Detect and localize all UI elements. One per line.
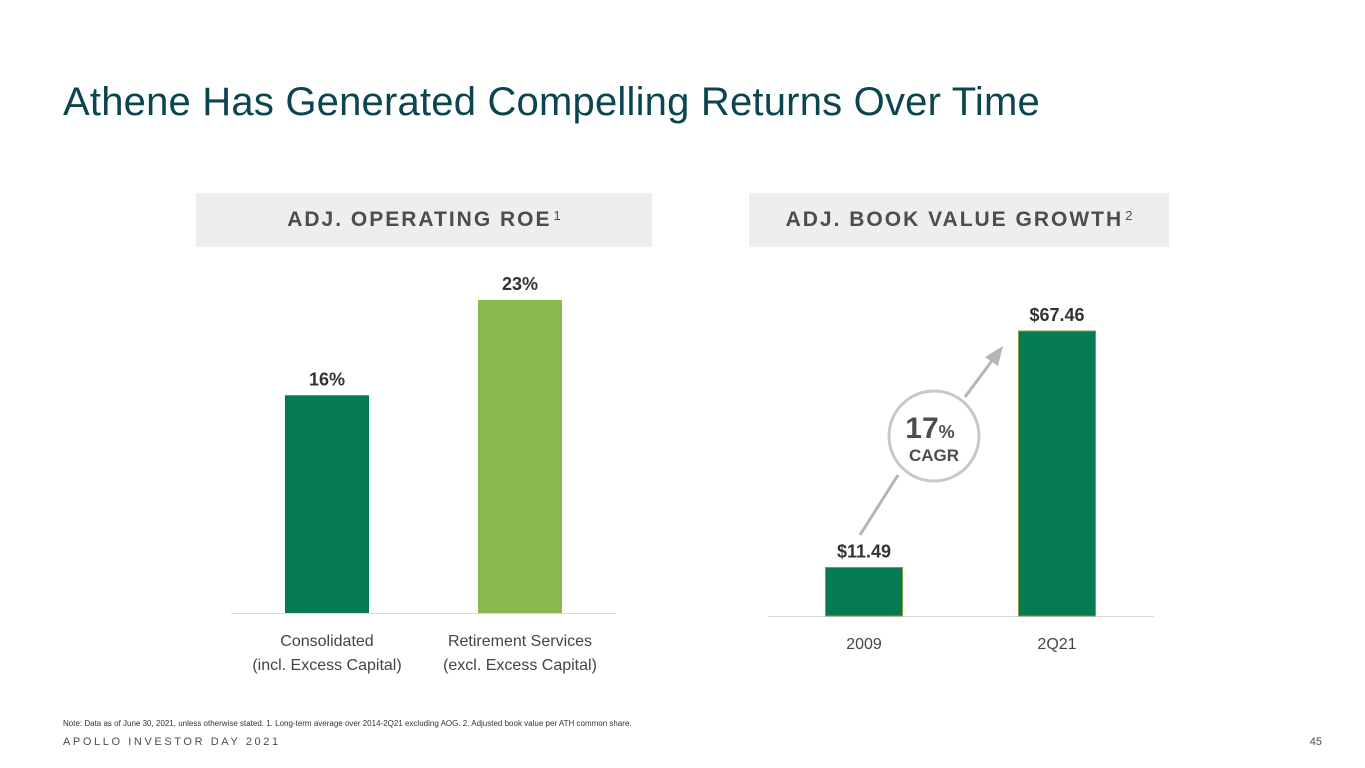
bv-header-text: ADJ. BOOK VALUE GROWTH: [785, 208, 1124, 231]
footnote: Note: Data as of June 30, 2021, unless o…: [63, 719, 632, 728]
roe-data-label-0: 16%: [309, 369, 345, 389]
cagr-unit: %: [939, 422, 955, 442]
bv-category-label-1-0: 2Q21: [1037, 636, 1076, 653]
roe-category-label-0-0: Consolidated: [280, 633, 373, 650]
footer-event-name: APOLLO INVESTOR DAY 2021: [63, 736, 281, 748]
bv-footnote-ref: 2: [1125, 207, 1133, 223]
cagr-arrow-lower: [858, 474, 900, 536]
roe-category-label-0-1: (incl. Excess Capital): [252, 657, 401, 674]
cagr-label: CAGR: [909, 446, 959, 465]
roe-header-text: ADJ. OPERATING ROE: [287, 208, 552, 231]
roe-panel-header: ADJ. OPERATING ROE 1: [196, 193, 652, 247]
bv-data-label-0: $11.49: [837, 541, 891, 561]
roe-bar-0: [285, 395, 369, 613]
bv-category-label-0-0: 2009: [846, 636, 882, 653]
page-number: 45: [1309, 736, 1322, 748]
roe-footnote-ref: 1: [553, 207, 561, 223]
roe-category-label-1-1: (excl. Excess Capital): [443, 657, 597, 674]
cagr-circle: [887, 389, 981, 483]
roe-category-label-1-0: Retirement Services: [448, 633, 592, 650]
bv-bar-0: [825, 566, 903, 617]
bv-data-label-1: $67.46: [1029, 305, 1084, 325]
roe-bar-1: [478, 300, 562, 613]
cagr-arrowhead: [985, 346, 1003, 366]
page-title: Athene Has Generated Compelling Returns …: [63, 80, 1040, 124]
bv-panel-header: ADJ. BOOK VALUE GROWTH 2: [749, 193, 1169, 247]
cagr-arrow-upper: [963, 357, 996, 398]
cagr-annotation: 17%CAGR: [858, 346, 1003, 536]
bv-bar-1: [1018, 330, 1096, 617]
roe-data-label-1: 23%: [502, 274, 538, 294]
